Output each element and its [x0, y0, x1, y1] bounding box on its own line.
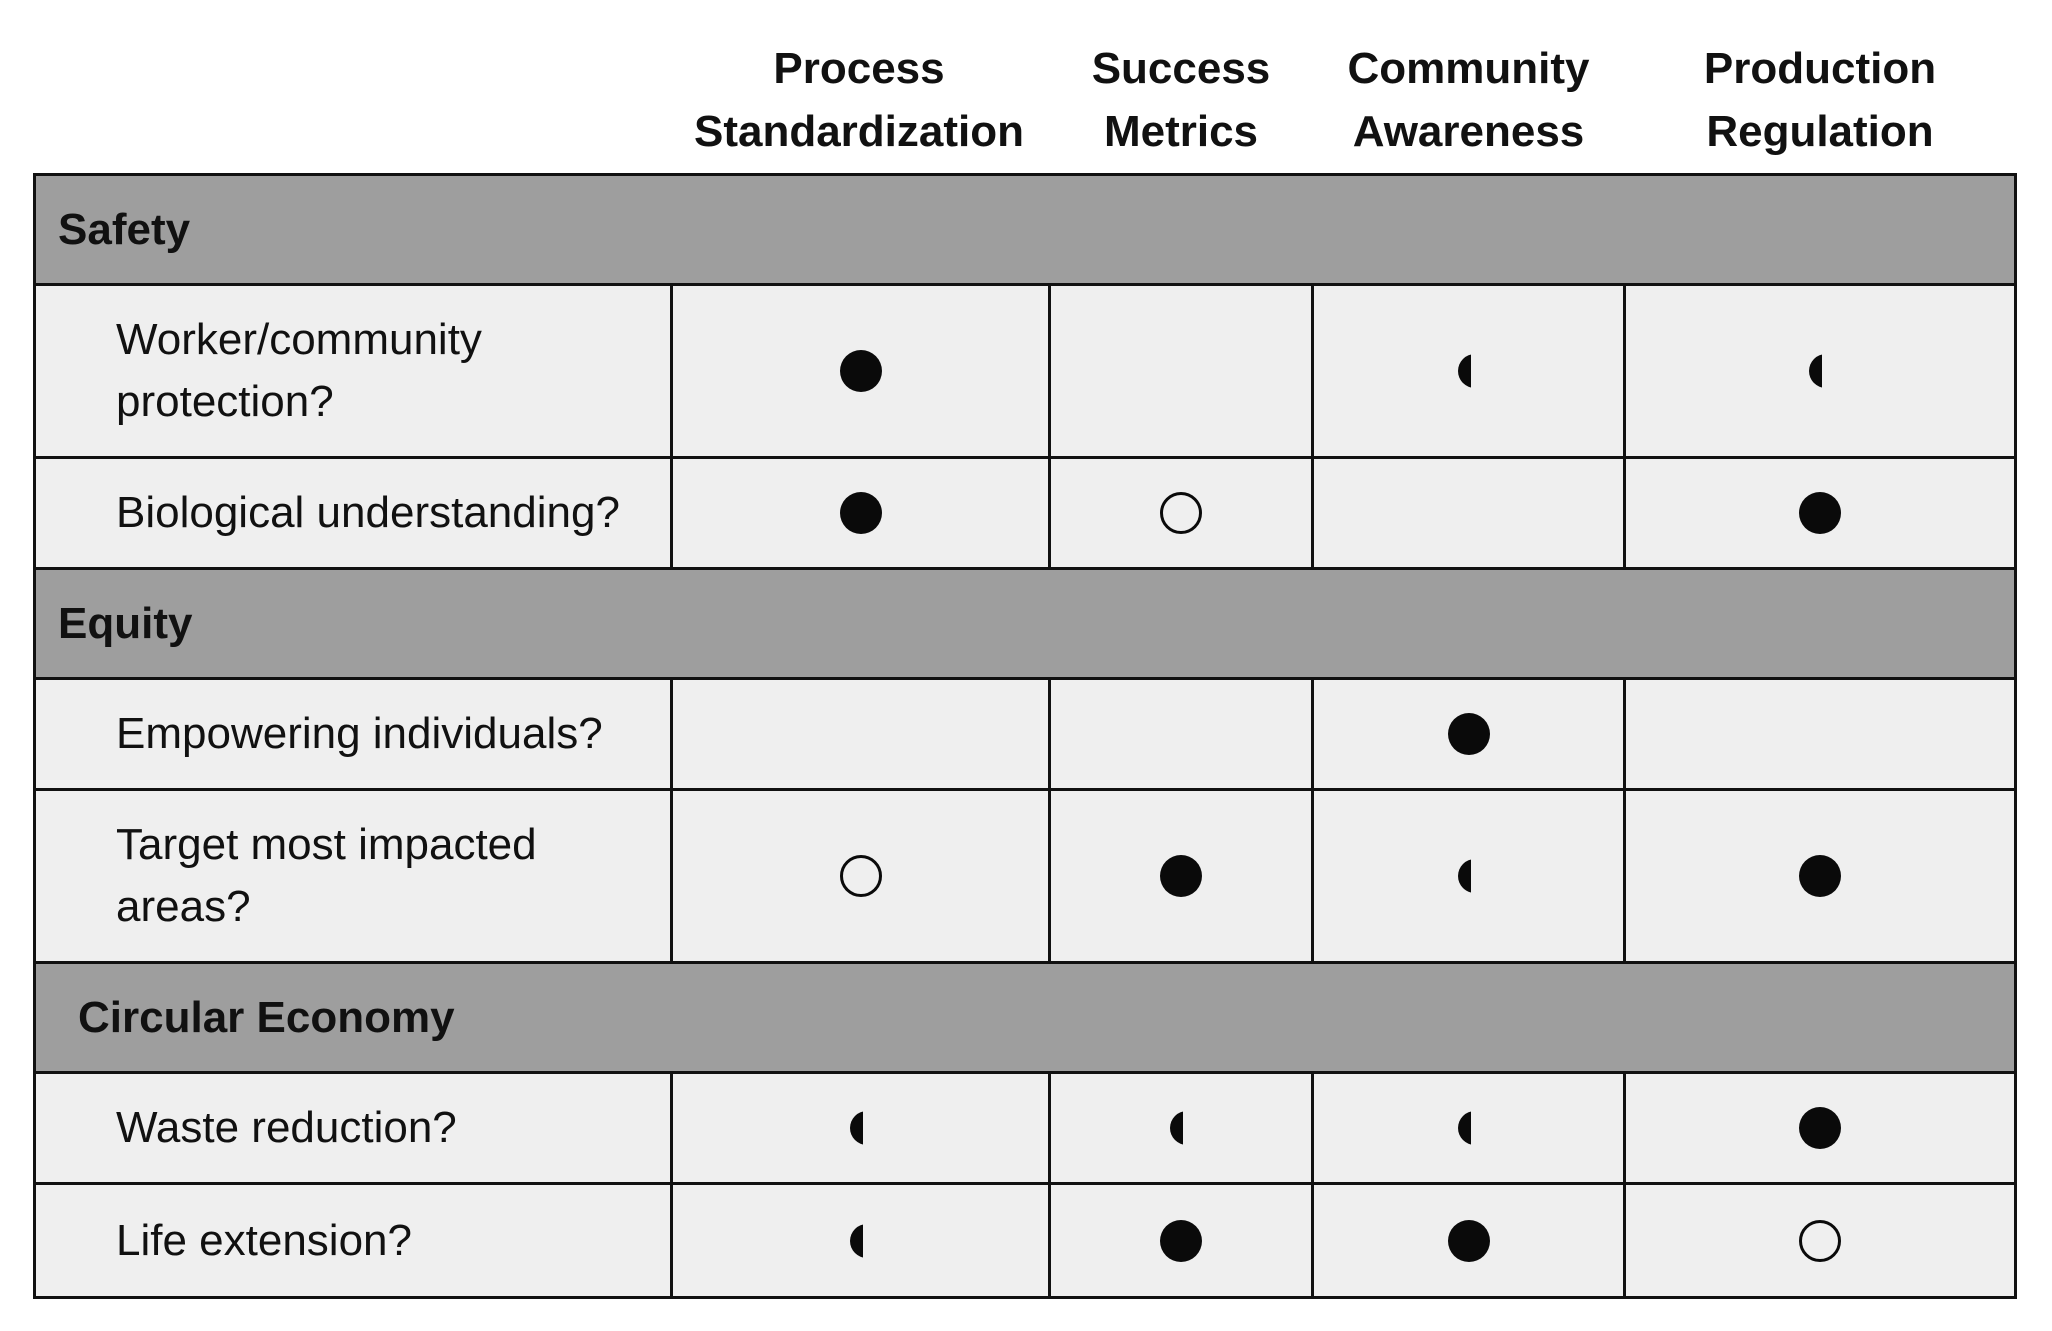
- rating-cell-success-metrics: [1051, 459, 1314, 567]
- full-circle-icon: [1447, 713, 1490, 755]
- full-circle-icon: [1447, 1219, 1490, 1262]
- column-header-line: Success: [1091, 44, 1271, 93]
- rating-cell-production-regulation: [1626, 1074, 2014, 1182]
- rating-cell-process-standardization: [673, 1185, 1051, 1296]
- section-title: Circular Economy: [78, 992, 455, 1042]
- rating-cell-process-standardization: [673, 1074, 1051, 1182]
- assessment-matrix: Safety Worker/community protection? Biologi…: [33, 173, 2017, 1299]
- rating-cell-process-standardization: [673, 459, 1051, 567]
- section-header: Circular Economy: [33, 964, 2017, 1074]
- criteria-label: Target most impacted areas?: [116, 814, 537, 938]
- half-circle-icon: [840, 1219, 885, 1262]
- criteria-label: Biological understanding?: [116, 482, 620, 544]
- rating-cell-production-regulation: [1626, 459, 2014, 567]
- criteria-label-line: Life extension?: [116, 1215, 412, 1265]
- column-header-line: Awareness: [1352, 107, 1585, 156]
- half-circle-icon: [840, 1107, 885, 1149]
- rating-cell-success-metrics: [1051, 680, 1314, 788]
- column-header-line: Standardization: [693, 107, 1025, 156]
- criteria-label-line: Worker/community: [116, 315, 482, 364]
- half-circle-icon: [1448, 855, 1493, 897]
- rating-cell-community-awareness: [1314, 1185, 1626, 1296]
- rating-cell-community-awareness: [1314, 1074, 1626, 1182]
- rating-cell-process-standardization: [673, 680, 1051, 788]
- section-header: Safety: [33, 176, 2017, 286]
- column-header-community-awareness: Community Awareness: [1314, 25, 1623, 175]
- full-circle-icon: [839, 492, 882, 534]
- rating-cell-production-regulation: [1626, 1185, 2014, 1296]
- criteria-row: Target most impacted areas?: [33, 791, 2017, 964]
- half-circle-icon: [1799, 350, 1844, 392]
- criteria-label-cell: Worker/community protection?: [36, 286, 673, 456]
- column-header-process-standardization: Process Standardization: [673, 25, 1045, 175]
- criteria-label-cell: Empowering individuals?: [36, 680, 673, 788]
- rating-cell-community-awareness: [1314, 286, 1626, 456]
- full-circle-icon: [1799, 492, 1841, 534]
- criteria-row: Life extension?: [33, 1185, 2017, 1296]
- empty-circle-icon: [1799, 1219, 1841, 1262]
- full-circle-icon: [1160, 1219, 1202, 1262]
- rating-cell-success-metrics: [1051, 791, 1314, 961]
- criteria-row: Biological understanding?: [33, 459, 2017, 570]
- criteria-label-line: Waste reduction?: [116, 1103, 457, 1152]
- criteria-label-line: Biological understanding?: [116, 488, 620, 537]
- section-header: Equity: [33, 570, 2017, 680]
- criteria-label: Empowering individuals?: [116, 703, 603, 765]
- criteria-label-cell: Life extension?: [36, 1185, 673, 1296]
- empty-circle-icon: [1160, 492, 1202, 534]
- rating-cell-production-regulation: [1626, 286, 2014, 456]
- section-title: Safety: [58, 204, 191, 254]
- criteria-label-cell: Target most impacted areas?: [36, 791, 673, 961]
- rating-cell-success-metrics: [1051, 1185, 1314, 1296]
- rating-cell-community-awareness: [1314, 459, 1626, 567]
- column-header-line: Regulation: [1706, 107, 1934, 156]
- criteria-label-cell: Biological understanding?: [36, 459, 673, 567]
- full-circle-icon: [1799, 855, 1841, 897]
- full-circle-icon: [839, 350, 882, 392]
- criteria-row: Worker/community protection?: [33, 286, 2017, 459]
- criteria-label-cell: Waste reduction?: [36, 1074, 673, 1182]
- column-header-production-regulation: Production Regulation: [1626, 25, 2014, 175]
- rating-cell-community-awareness: [1314, 791, 1626, 961]
- criteria-label: Waste reduction?: [116, 1097, 457, 1159]
- rating-cell-community-awareness: [1314, 680, 1626, 788]
- section-title: Equity: [58, 598, 193, 648]
- criteria-label-line: protection?: [116, 377, 334, 426]
- criteria-label: Life extension?: [116, 1210, 412, 1272]
- criteria-label-line: Target most impacted: [116, 820, 537, 869]
- column-header-success-metrics: Success Metrics: [1051, 25, 1311, 175]
- half-circle-icon: [1448, 350, 1493, 392]
- column-header-line: Production: [1703, 44, 1937, 93]
- criteria-row: Waste reduction?: [33, 1074, 2017, 1185]
- full-circle-icon: [1160, 855, 1202, 897]
- half-circle-icon: [1448, 1107, 1493, 1149]
- column-header-line: Community: [1347, 44, 1590, 93]
- rating-cell-production-regulation: [1626, 791, 2014, 961]
- criteria-label-line: Empowering individuals?: [116, 709, 603, 758]
- criteria-label-line: areas?: [116, 882, 251, 931]
- rating-cell-process-standardization: [673, 791, 1051, 961]
- empty-circle-icon: [839, 855, 882, 897]
- criteria-row: Empowering individuals?: [33, 680, 2017, 791]
- half-circle-icon: [1160, 1107, 1205, 1149]
- column-header-line: Process: [773, 44, 945, 93]
- rating-cell-success-metrics: [1051, 286, 1314, 456]
- rating-cell-success-metrics: [1051, 1074, 1314, 1182]
- column-header-line: Metrics: [1103, 107, 1259, 156]
- column-headers: Process Standardization Success Metrics …: [33, 25, 2017, 175]
- rating-cell-process-standardization: [673, 286, 1051, 456]
- criteria-label: Worker/community protection?: [116, 309, 482, 433]
- rating-cell-production-regulation: [1626, 680, 2014, 788]
- full-circle-icon: [1799, 1107, 1841, 1149]
